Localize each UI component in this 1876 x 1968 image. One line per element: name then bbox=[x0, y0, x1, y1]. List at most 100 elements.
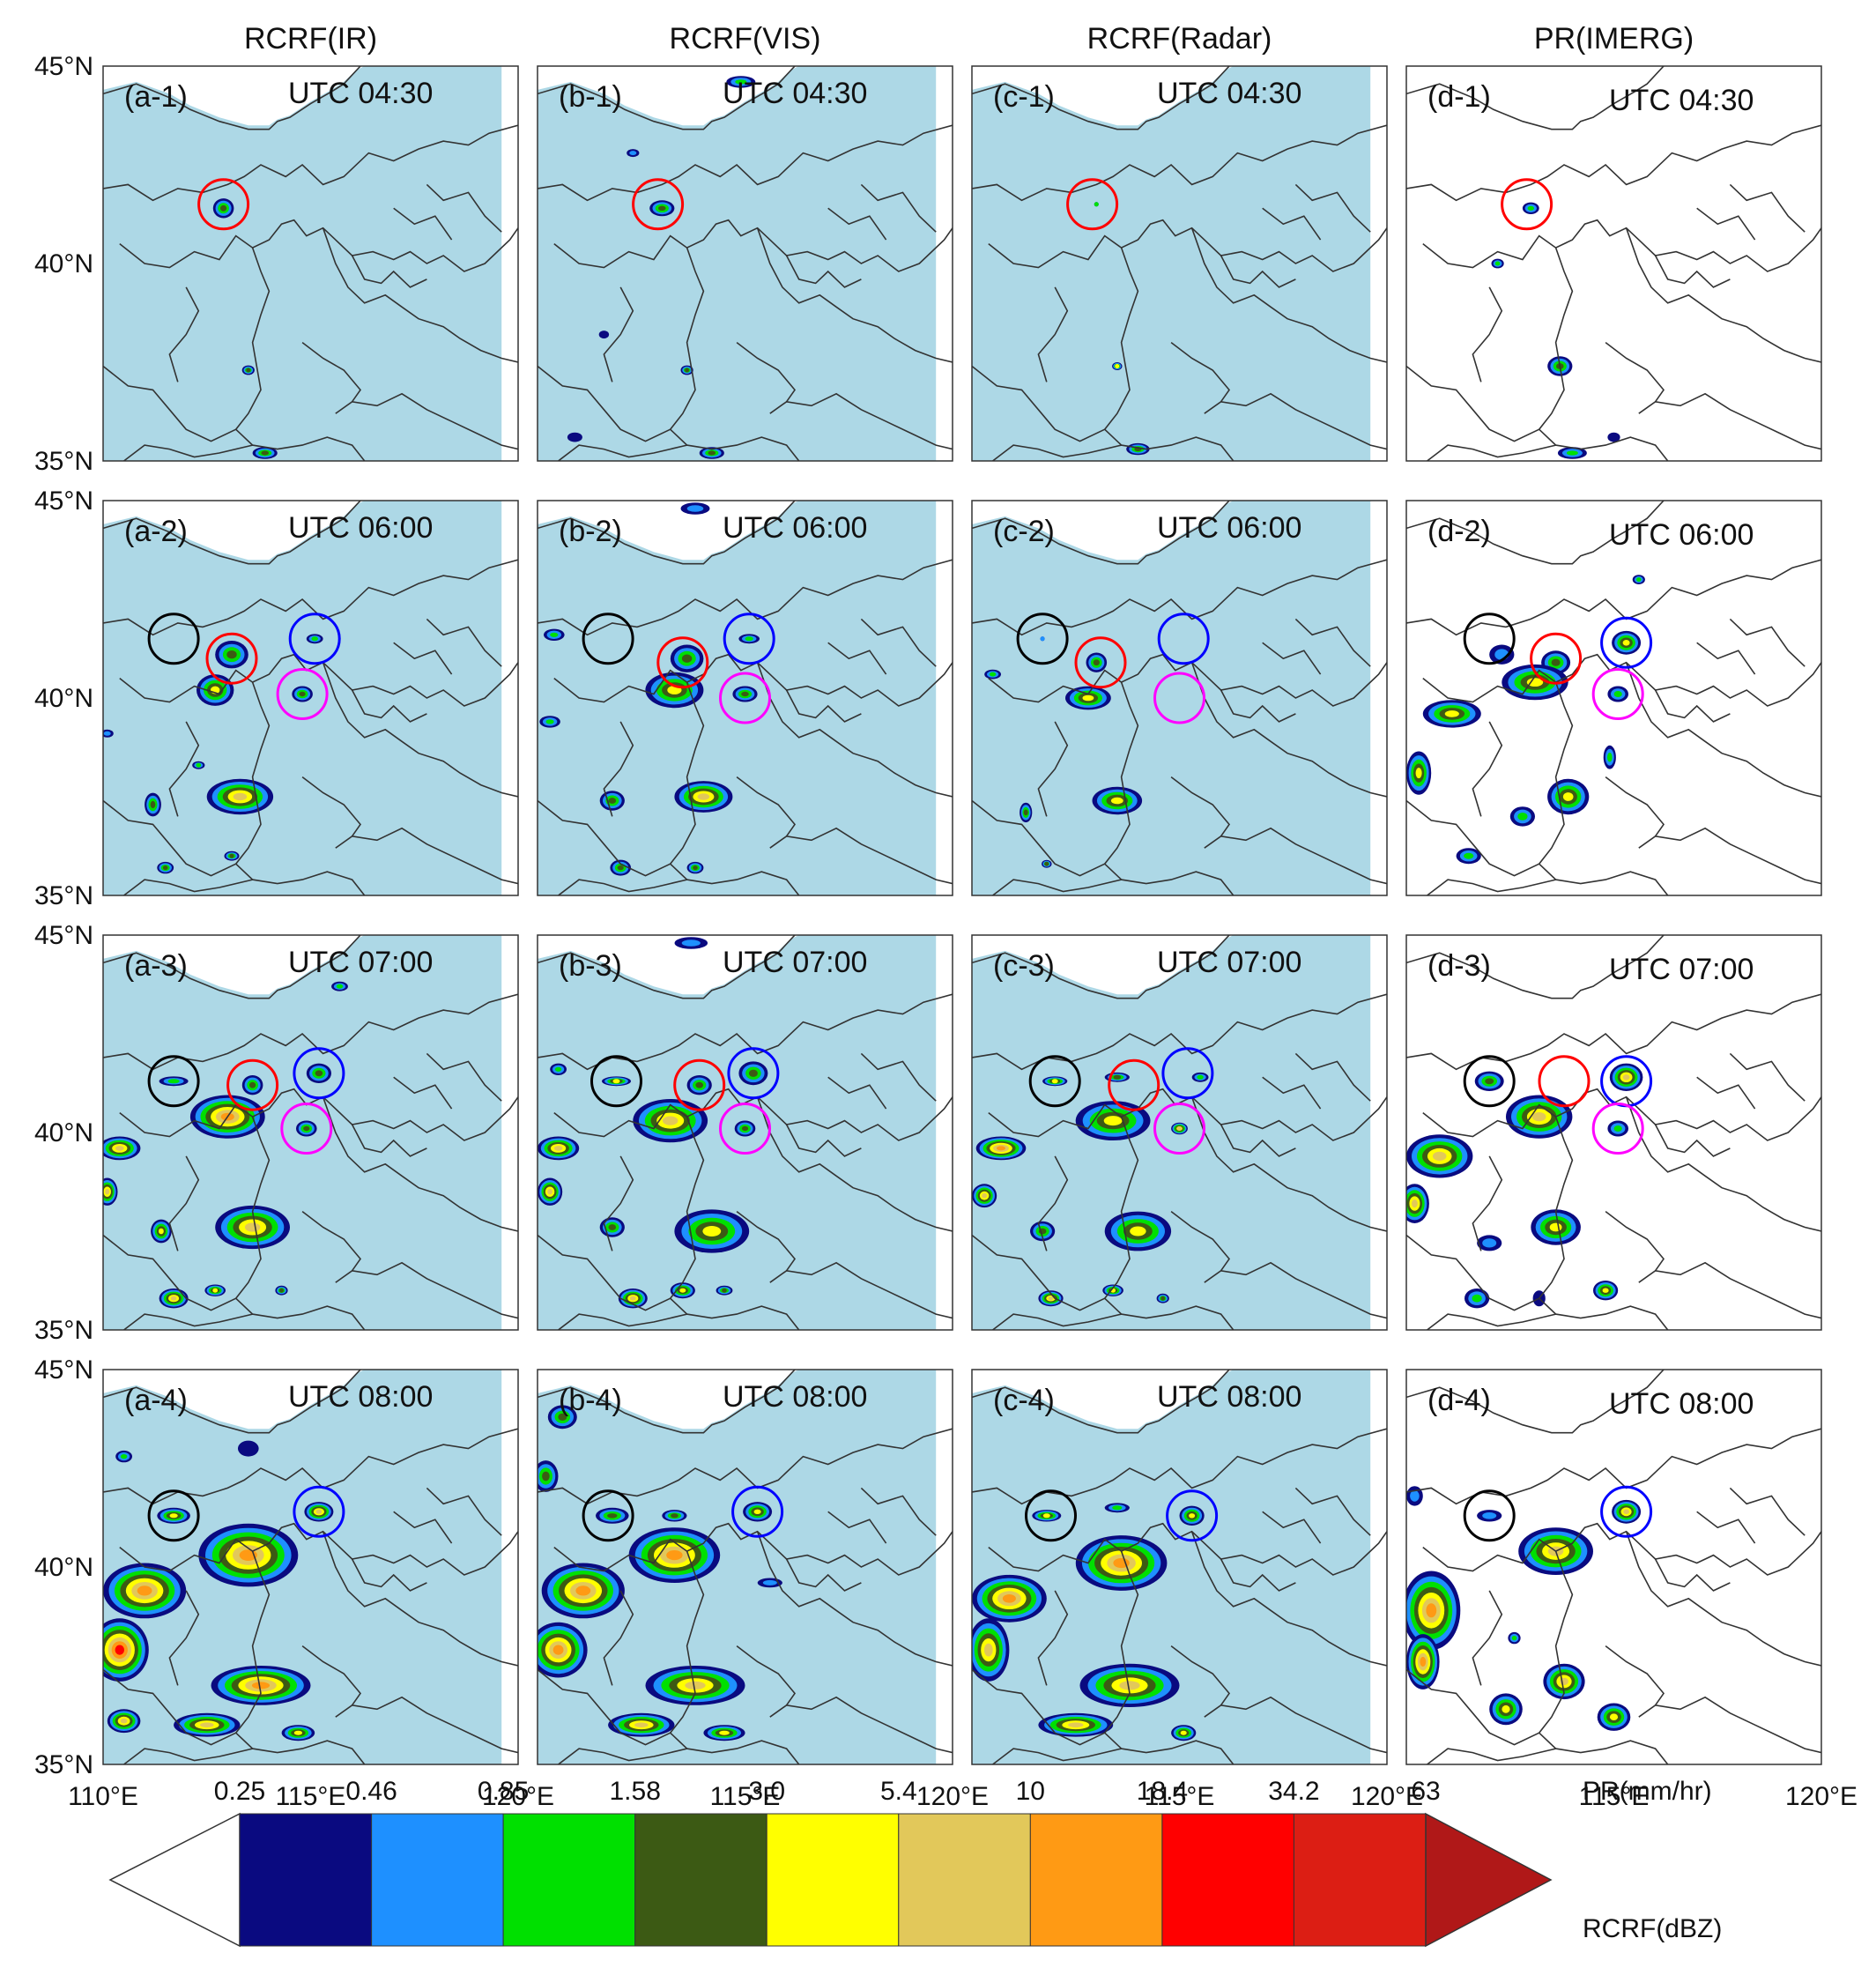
echo-level-3 bbox=[220, 204, 227, 212]
border-line bbox=[301, 1210, 362, 1272]
echo-level-3 bbox=[229, 853, 234, 858]
map-panel-r2-c2: (b-2) UTC 06:00 bbox=[537, 500, 953, 896]
echo-level-2 bbox=[167, 1079, 180, 1084]
border-line bbox=[393, 1511, 453, 1544]
highlight-circle bbox=[1066, 178, 1119, 231]
echo-cell bbox=[627, 149, 640, 158]
latitude-axes: 45°N 40°N 35°N 45°N 40°N 35°N 45°N 40°N 35°N 45°N… bbox=[34, 52, 93, 1779]
highlight-circle bbox=[1108, 1058, 1160, 1111]
border-line bbox=[1625, 662, 1821, 798]
echo-level-5 bbox=[982, 1192, 987, 1199]
echo-level-3 bbox=[617, 865, 624, 871]
border-line bbox=[736, 1210, 797, 1272]
echo-cell bbox=[757, 1578, 782, 1588]
border-line bbox=[538, 501, 796, 565]
border-line bbox=[538, 1370, 796, 1434]
echo-level-2 bbox=[1566, 450, 1578, 456]
border-line bbox=[351, 1124, 427, 1157]
echo-level-2 bbox=[1517, 813, 1528, 821]
pr-tick-label: 0.46 bbox=[345, 1777, 397, 1806]
echo-cell bbox=[103, 1177, 118, 1206]
border-line bbox=[1204, 1261, 1387, 1319]
border-line bbox=[1654, 1124, 1731, 1157]
echo-level-3 bbox=[1160, 1296, 1166, 1301]
highlight-circle bbox=[205, 632, 258, 685]
column-title: RCRF(Radar) bbox=[1087, 22, 1272, 56]
echo-cell bbox=[550, 1063, 567, 1075]
panel-time: UTC 08:00 bbox=[1157, 1380, 1301, 1414]
highlight-circle bbox=[1074, 636, 1127, 689]
echo-cell bbox=[1092, 786, 1143, 815]
map-panel-r1-c2: (b-1) UTC 04:30 bbox=[537, 65, 953, 462]
border-line bbox=[1427, 1313, 1556, 1330]
echo-level-5 bbox=[1177, 1126, 1182, 1131]
border-line bbox=[1262, 1511, 1322, 1544]
echo-cell bbox=[1422, 700, 1481, 728]
latitude-tick-label: 40°N bbox=[34, 684, 93, 713]
echo-cell bbox=[198, 1523, 299, 1587]
highlight-circle bbox=[288, 613, 341, 665]
echo-cell bbox=[1171, 1122, 1188, 1135]
echo-cell bbox=[1075, 1535, 1168, 1591]
colorbar-segment bbox=[766, 1813, 900, 1947]
panel-frame bbox=[971, 65, 1388, 462]
echo-cell bbox=[1179, 1505, 1205, 1526]
border-line bbox=[1422, 1522, 1821, 1576]
echo-level-4 bbox=[1189, 1513, 1196, 1519]
echo-cell bbox=[1612, 1499, 1642, 1524]
border-line bbox=[860, 183, 937, 233]
echo-cell bbox=[1191, 1072, 1209, 1082]
column-title: RCRF(IR) bbox=[244, 22, 377, 56]
latitude-tick-label: 45°N bbox=[34, 486, 93, 516]
border-line bbox=[785, 255, 862, 288]
echo-cell bbox=[1477, 1510, 1502, 1522]
echo-level-3 bbox=[685, 368, 690, 373]
longitude-tick-label: 115°E bbox=[1579, 1782, 1650, 1811]
echo-level-5 bbox=[685, 1681, 706, 1690]
border-line bbox=[103, 1370, 361, 1434]
border-line bbox=[1262, 1076, 1322, 1110]
border-line bbox=[1729, 618, 1806, 667]
highlight-circle bbox=[719, 672, 771, 724]
echo-level-2 bbox=[1613, 1125, 1622, 1132]
border-line bbox=[426, 618, 502, 667]
longitude-tick-label: 115°E bbox=[276, 1782, 346, 1811]
echo-level-3 bbox=[741, 691, 749, 697]
border-line bbox=[103, 66, 361, 130]
border-line bbox=[558, 1313, 687, 1330]
border-line bbox=[234, 1550, 366, 1764]
echo-cell bbox=[1406, 1634, 1440, 1690]
echo-cell bbox=[1171, 1725, 1197, 1741]
rcrf-tick-label: 42 bbox=[1147, 1965, 1176, 1968]
echo-level-3 bbox=[695, 1081, 703, 1088]
latitude-tick-label: 45°N bbox=[34, 921, 93, 950]
border-line bbox=[119, 1522, 518, 1576]
echo-level-4 bbox=[1526, 678, 1544, 687]
echo-level-2 bbox=[1494, 261, 1501, 266]
panel-time: UTC 08:00 bbox=[1609, 1387, 1754, 1421]
rcrf-unit-label: RCRF(dBZ) bbox=[1583, 1914, 1722, 1943]
echo-level-3 bbox=[261, 450, 269, 456]
echo-cell bbox=[547, 1405, 577, 1430]
rcrf-tick-label: 54 bbox=[1411, 1965, 1440, 1968]
border-line bbox=[1190, 1531, 1387, 1667]
echo-cell bbox=[1032, 1510, 1062, 1522]
echo-cell bbox=[1477, 1235, 1502, 1251]
border-line bbox=[322, 1531, 518, 1667]
echo-cell bbox=[628, 1527, 721, 1583]
panel-time: UTC 06:00 bbox=[1609, 518, 1754, 552]
map-panel-r4-c3: (c-4) UTC 08:00 bbox=[971, 1369, 1388, 1765]
highlight-circle bbox=[226, 1058, 279, 1111]
border-line bbox=[1638, 392, 1821, 450]
echo-cell bbox=[1156, 1293, 1169, 1303]
panel-frame bbox=[971, 1369, 1388, 1765]
border-line bbox=[234, 1116, 366, 1330]
highlight-circle bbox=[293, 1485, 345, 1538]
colorbar-over-arrow bbox=[1425, 1812, 1553, 1948]
echo-level-4 bbox=[1130, 1226, 1146, 1236]
highlight-circle bbox=[147, 613, 200, 665]
border-line bbox=[1190, 662, 1387, 798]
border-line bbox=[827, 1511, 887, 1544]
border-line bbox=[1696, 642, 1756, 675]
echo-level-0 bbox=[567, 432, 582, 442]
